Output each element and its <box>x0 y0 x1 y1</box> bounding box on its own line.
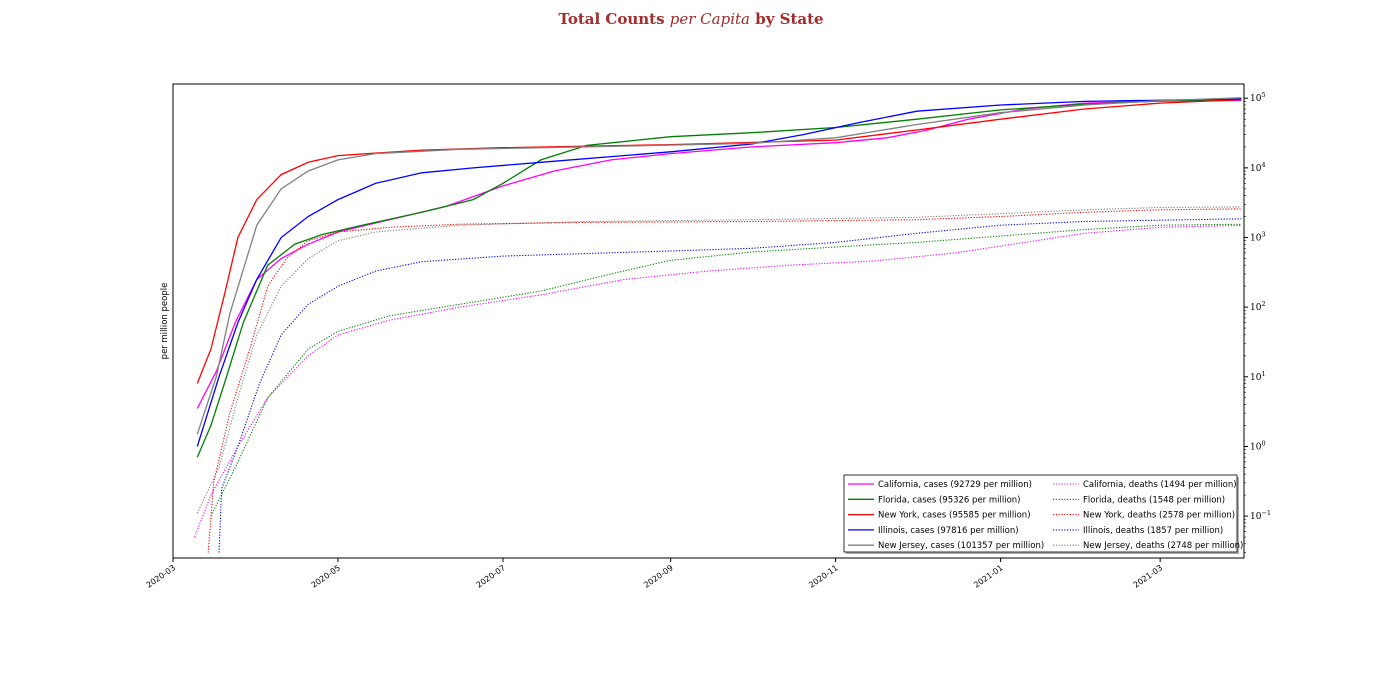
legend-label: Illinois, cases (97816 per million) <box>878 526 1019 536</box>
legend-label: Florida, cases (95326 per million) <box>878 495 1021 505</box>
x-tick-label: 2020-05 <box>310 563 343 590</box>
legend-box <box>843 474 1238 553</box>
y-axis-label: per million people <box>160 283 170 360</box>
legend-label: New Jersey, cases (101357 per million) <box>878 541 1044 551</box>
x-tick-label: 2021-01 <box>972 563 1005 590</box>
legend-label: California, cases (92729 per million) <box>878 480 1032 490</box>
legend-label: Florida, deaths (1548 per million) <box>1083 495 1225 505</box>
series-line-1 <box>196 99 1242 409</box>
plot-frame <box>172 83 1245 559</box>
series-line-7 <box>210 223 1242 517</box>
legend-label: California, deaths (1494 per million) <box>1083 480 1237 490</box>
series-line-2 <box>196 99 1242 458</box>
series-line-4 <box>196 98 1242 447</box>
series-line-8 <box>207 208 1242 553</box>
y-tick-label: 103 <box>1250 231 1266 244</box>
series-line-6 <box>194 224 1242 538</box>
legend-label: New York, cases (95585 per million) <box>878 511 1031 521</box>
series-line-9 <box>218 218 1242 553</box>
legend-label: Illinois, deaths (1857 per million) <box>1083 526 1223 536</box>
x-tick-label: 2020-03 <box>145 563 178 590</box>
y-axis: 10−1 100 101 102 103 104 105 <box>1244 91 1271 553</box>
y-tick-label: 100 <box>1250 439 1266 452</box>
chart-title: Total Counts per Capita by State <box>558 10 824 28</box>
x-tick-label: 2020-09 <box>642 563 675 590</box>
legend-label: New Jersey, deaths (2748 per million) <box>1083 541 1243 551</box>
series-line-5 <box>196 97 1242 435</box>
series-line-10 <box>196 206 1242 514</box>
y-tick-label: 102 <box>1250 300 1266 313</box>
y-tick-label: 104 <box>1250 161 1266 174</box>
x-axis: 2020-03 2020-05 2020-07 2020-09 2020-11 2021-… <box>145 558 1165 590</box>
x-tick-label: 2021-03 <box>1132 563 1165 590</box>
y-tick-label: 101 <box>1250 370 1266 383</box>
series-layer <box>194 97 1242 553</box>
x-tick-label: 2020-07 <box>475 563 508 590</box>
legend-label: New York, deaths (2578 per million) <box>1083 511 1235 521</box>
y-tick-label: 105 <box>1250 91 1266 104</box>
y-tick-label: 10−1 <box>1250 509 1271 522</box>
legend: California, cases (92729 per million) Flo… <box>843 474 1243 554</box>
x-tick-label: 2020-11 <box>807 563 840 590</box>
series-line-3 <box>196 98 1242 384</box>
